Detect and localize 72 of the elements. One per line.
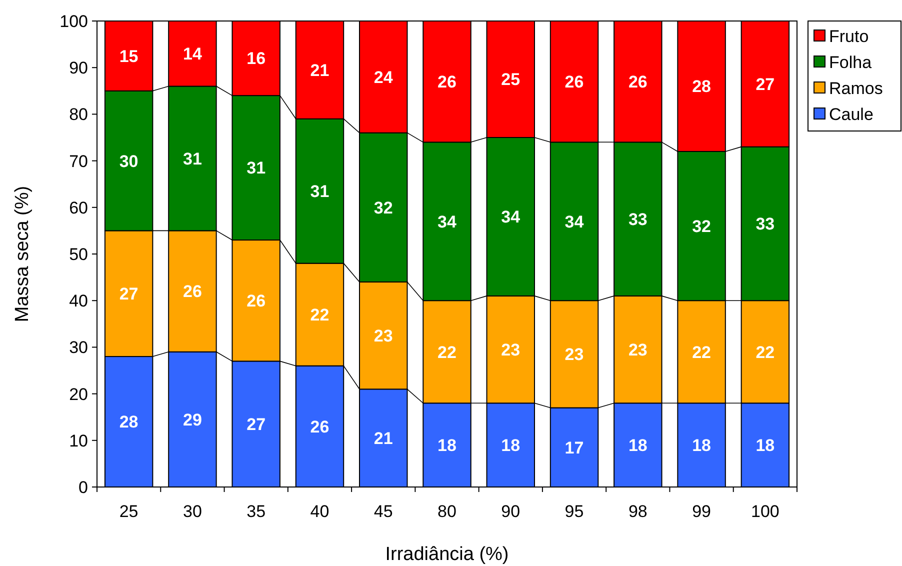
y-tick-label: 70 bbox=[69, 152, 88, 171]
data-label: 17 bbox=[564, 438, 584, 458]
y-tick-label: 90 bbox=[69, 58, 88, 78]
data-label: 26 bbox=[564, 72, 584, 92]
x-axis-title: Irradiância (%) bbox=[385, 544, 509, 565]
data-label: 22 bbox=[692, 342, 712, 362]
x-tick-label: 40 bbox=[310, 502, 330, 521]
data-label: 30 bbox=[119, 152, 138, 171]
data-label: 34 bbox=[564, 212, 584, 232]
data-label: 18 bbox=[501, 436, 520, 456]
data-label: 22 bbox=[310, 306, 330, 325]
data-label: 18 bbox=[628, 436, 648, 456]
data-label: 16 bbox=[246, 49, 266, 68]
x-tick-label: 30 bbox=[182, 502, 202, 521]
data-label: 14 bbox=[182, 44, 202, 64]
data-label: 23 bbox=[564, 345, 584, 364]
data-label: 27 bbox=[119, 284, 138, 304]
y-tick-label: 10 bbox=[69, 431, 88, 450]
data-label: 26 bbox=[310, 417, 330, 436]
data-label: 28 bbox=[119, 412, 138, 432]
x-tick-label: 100 bbox=[750, 502, 780, 521]
data-label: 23 bbox=[501, 340, 520, 360]
data-label: 26 bbox=[438, 72, 456, 92]
y-tick-label: 50 bbox=[69, 244, 88, 264]
x-tick-label: 45 bbox=[374, 502, 393, 521]
data-label: 28 bbox=[692, 77, 712, 96]
data-label: 18 bbox=[756, 436, 775, 456]
data-label: 34 bbox=[501, 208, 521, 227]
data-label: 23 bbox=[628, 340, 648, 360]
data-label: 22 bbox=[756, 342, 775, 362]
y-tick-label: 30 bbox=[69, 338, 88, 358]
data-label: 31 bbox=[246, 158, 266, 178]
data-label: 18 bbox=[438, 436, 456, 456]
y-tick-label: 0 bbox=[78, 478, 88, 497]
y-axis-title: Massa seca (%) bbox=[12, 186, 33, 322]
data-label: 27 bbox=[246, 415, 266, 434]
x-tick-label: 95 bbox=[564, 502, 584, 521]
data-label: 29 bbox=[182, 410, 202, 430]
x-tick-label: 35 bbox=[246, 502, 266, 521]
y-tick-label: 100 bbox=[60, 12, 88, 31]
x-tick-label: 25 bbox=[119, 502, 138, 521]
y-tick-label: 20 bbox=[69, 384, 88, 404]
x-tick-label: 98 bbox=[628, 502, 648, 521]
data-label: 32 bbox=[692, 216, 712, 236]
data-label: 22 bbox=[438, 342, 456, 362]
y-tick-label: 40 bbox=[69, 292, 88, 311]
legend-label: Folha bbox=[829, 52, 872, 72]
legend-label: Caule bbox=[829, 104, 874, 124]
x-tick-label: 99 bbox=[692, 502, 712, 521]
data-label: 34 bbox=[438, 212, 457, 232]
data-label: 24 bbox=[374, 68, 394, 87]
data-label: 33 bbox=[628, 210, 648, 229]
data-label: 26 bbox=[628, 72, 648, 92]
data-label: 18 bbox=[692, 436, 712, 456]
data-label: 26 bbox=[246, 292, 266, 311]
x-tick-label: 90 bbox=[501, 502, 520, 521]
data-label: 27 bbox=[756, 74, 775, 94]
data-label: 21 bbox=[374, 429, 393, 448]
data-label: 15 bbox=[119, 46, 138, 66]
data-label: 23 bbox=[374, 326, 393, 346]
data-label: 25 bbox=[501, 70, 520, 90]
data-label: 26 bbox=[182, 282, 202, 302]
legend-label: Ramos bbox=[829, 78, 883, 98]
data-label: 32 bbox=[374, 198, 393, 218]
data-label: 31 bbox=[182, 149, 202, 168]
y-tick-label: 80 bbox=[69, 105, 88, 124]
legend-label: Fruto bbox=[829, 26, 869, 46]
y-tick-label: 60 bbox=[69, 198, 88, 218]
data-label: 31 bbox=[310, 182, 330, 202]
data-label: 21 bbox=[310, 60, 330, 80]
data-label: 33 bbox=[756, 214, 775, 234]
x-tick-label: 80 bbox=[438, 502, 456, 521]
